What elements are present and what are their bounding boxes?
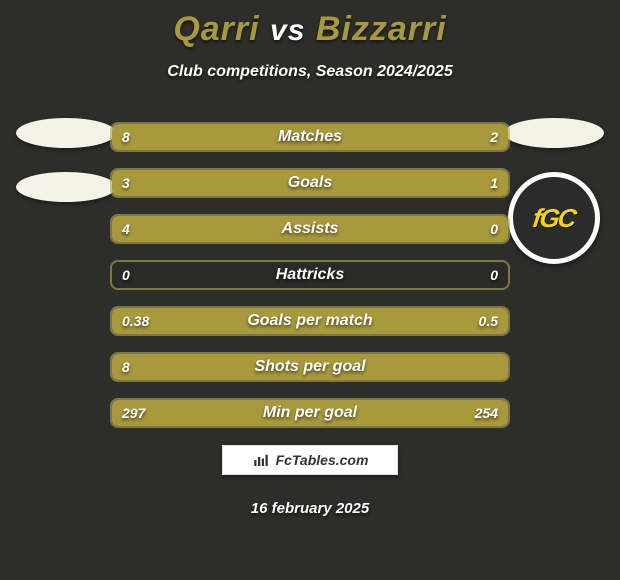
stat-bar-row: 0 0Hattricks	[110, 260, 510, 290]
stat-bar-left-fill	[112, 124, 429, 150]
club-logo: fGC	[508, 172, 600, 264]
stat-value-left: 8	[122, 354, 130, 380]
team-logo-placeholder	[16, 172, 116, 202]
stat-bar-row: 8Shots per goal	[110, 352, 510, 382]
club-logo-text: fGC	[531, 203, 577, 234]
chart-icon	[252, 451, 270, 469]
stat-value-right: 2	[490, 124, 498, 150]
stat-bar-left-fill	[112, 354, 508, 380]
stat-bar-row: 0.380.5Goals per match	[110, 306, 510, 336]
stat-value-right: 0	[490, 216, 498, 242]
left-team-badges	[6, 118, 126, 226]
stat-value-left: 0.38	[122, 308, 149, 334]
stat-bar-row: 40Assists	[110, 214, 510, 244]
stat-value-left: 0	[122, 262, 130, 288]
stat-bar-row: 31Goals	[110, 168, 510, 198]
site-name: FcTables.com	[276, 452, 369, 468]
subtitle: Club competitions, Season 2024/2025	[0, 63, 620, 81]
stat-label: Hattricks	[112, 262, 508, 288]
date-label: 16 february 2025	[0, 500, 620, 517]
player-a-name: Qarri	[173, 10, 259, 48]
stat-bar-left-fill	[112, 216, 508, 242]
stat-bar-left-fill	[112, 170, 409, 196]
stat-value-right: 0.5	[479, 308, 498, 334]
stat-value-left: 3	[122, 170, 130, 196]
team-logo-placeholder	[16, 118, 116, 148]
stat-value-right: 1	[490, 170, 498, 196]
stat-value-left: 8	[122, 124, 130, 150]
stat-value-right: 254	[475, 400, 498, 426]
comparison-title: Qarri vs Bizzarri	[0, 0, 620, 49]
stat-bar-row: 82Matches	[110, 122, 510, 152]
stat-bar-right-fill	[282, 308, 508, 334]
stat-value-right: 0	[490, 262, 498, 288]
site-badge[interactable]: FcTables.com	[222, 445, 398, 475]
team-logo-placeholder	[504, 118, 604, 148]
vs-label: vs	[270, 14, 305, 47]
stat-bars: 82Matches31Goals40Assists00Hattricks0.38…	[110, 122, 510, 444]
stat-value-left: 297	[122, 400, 145, 426]
stat-value-left: 4	[122, 216, 130, 242]
right-team-badges: fGC	[494, 118, 614, 264]
stat-bar-row: 297254Min per goal	[110, 398, 510, 428]
player-b-name: Bizzarri	[316, 10, 447, 48]
